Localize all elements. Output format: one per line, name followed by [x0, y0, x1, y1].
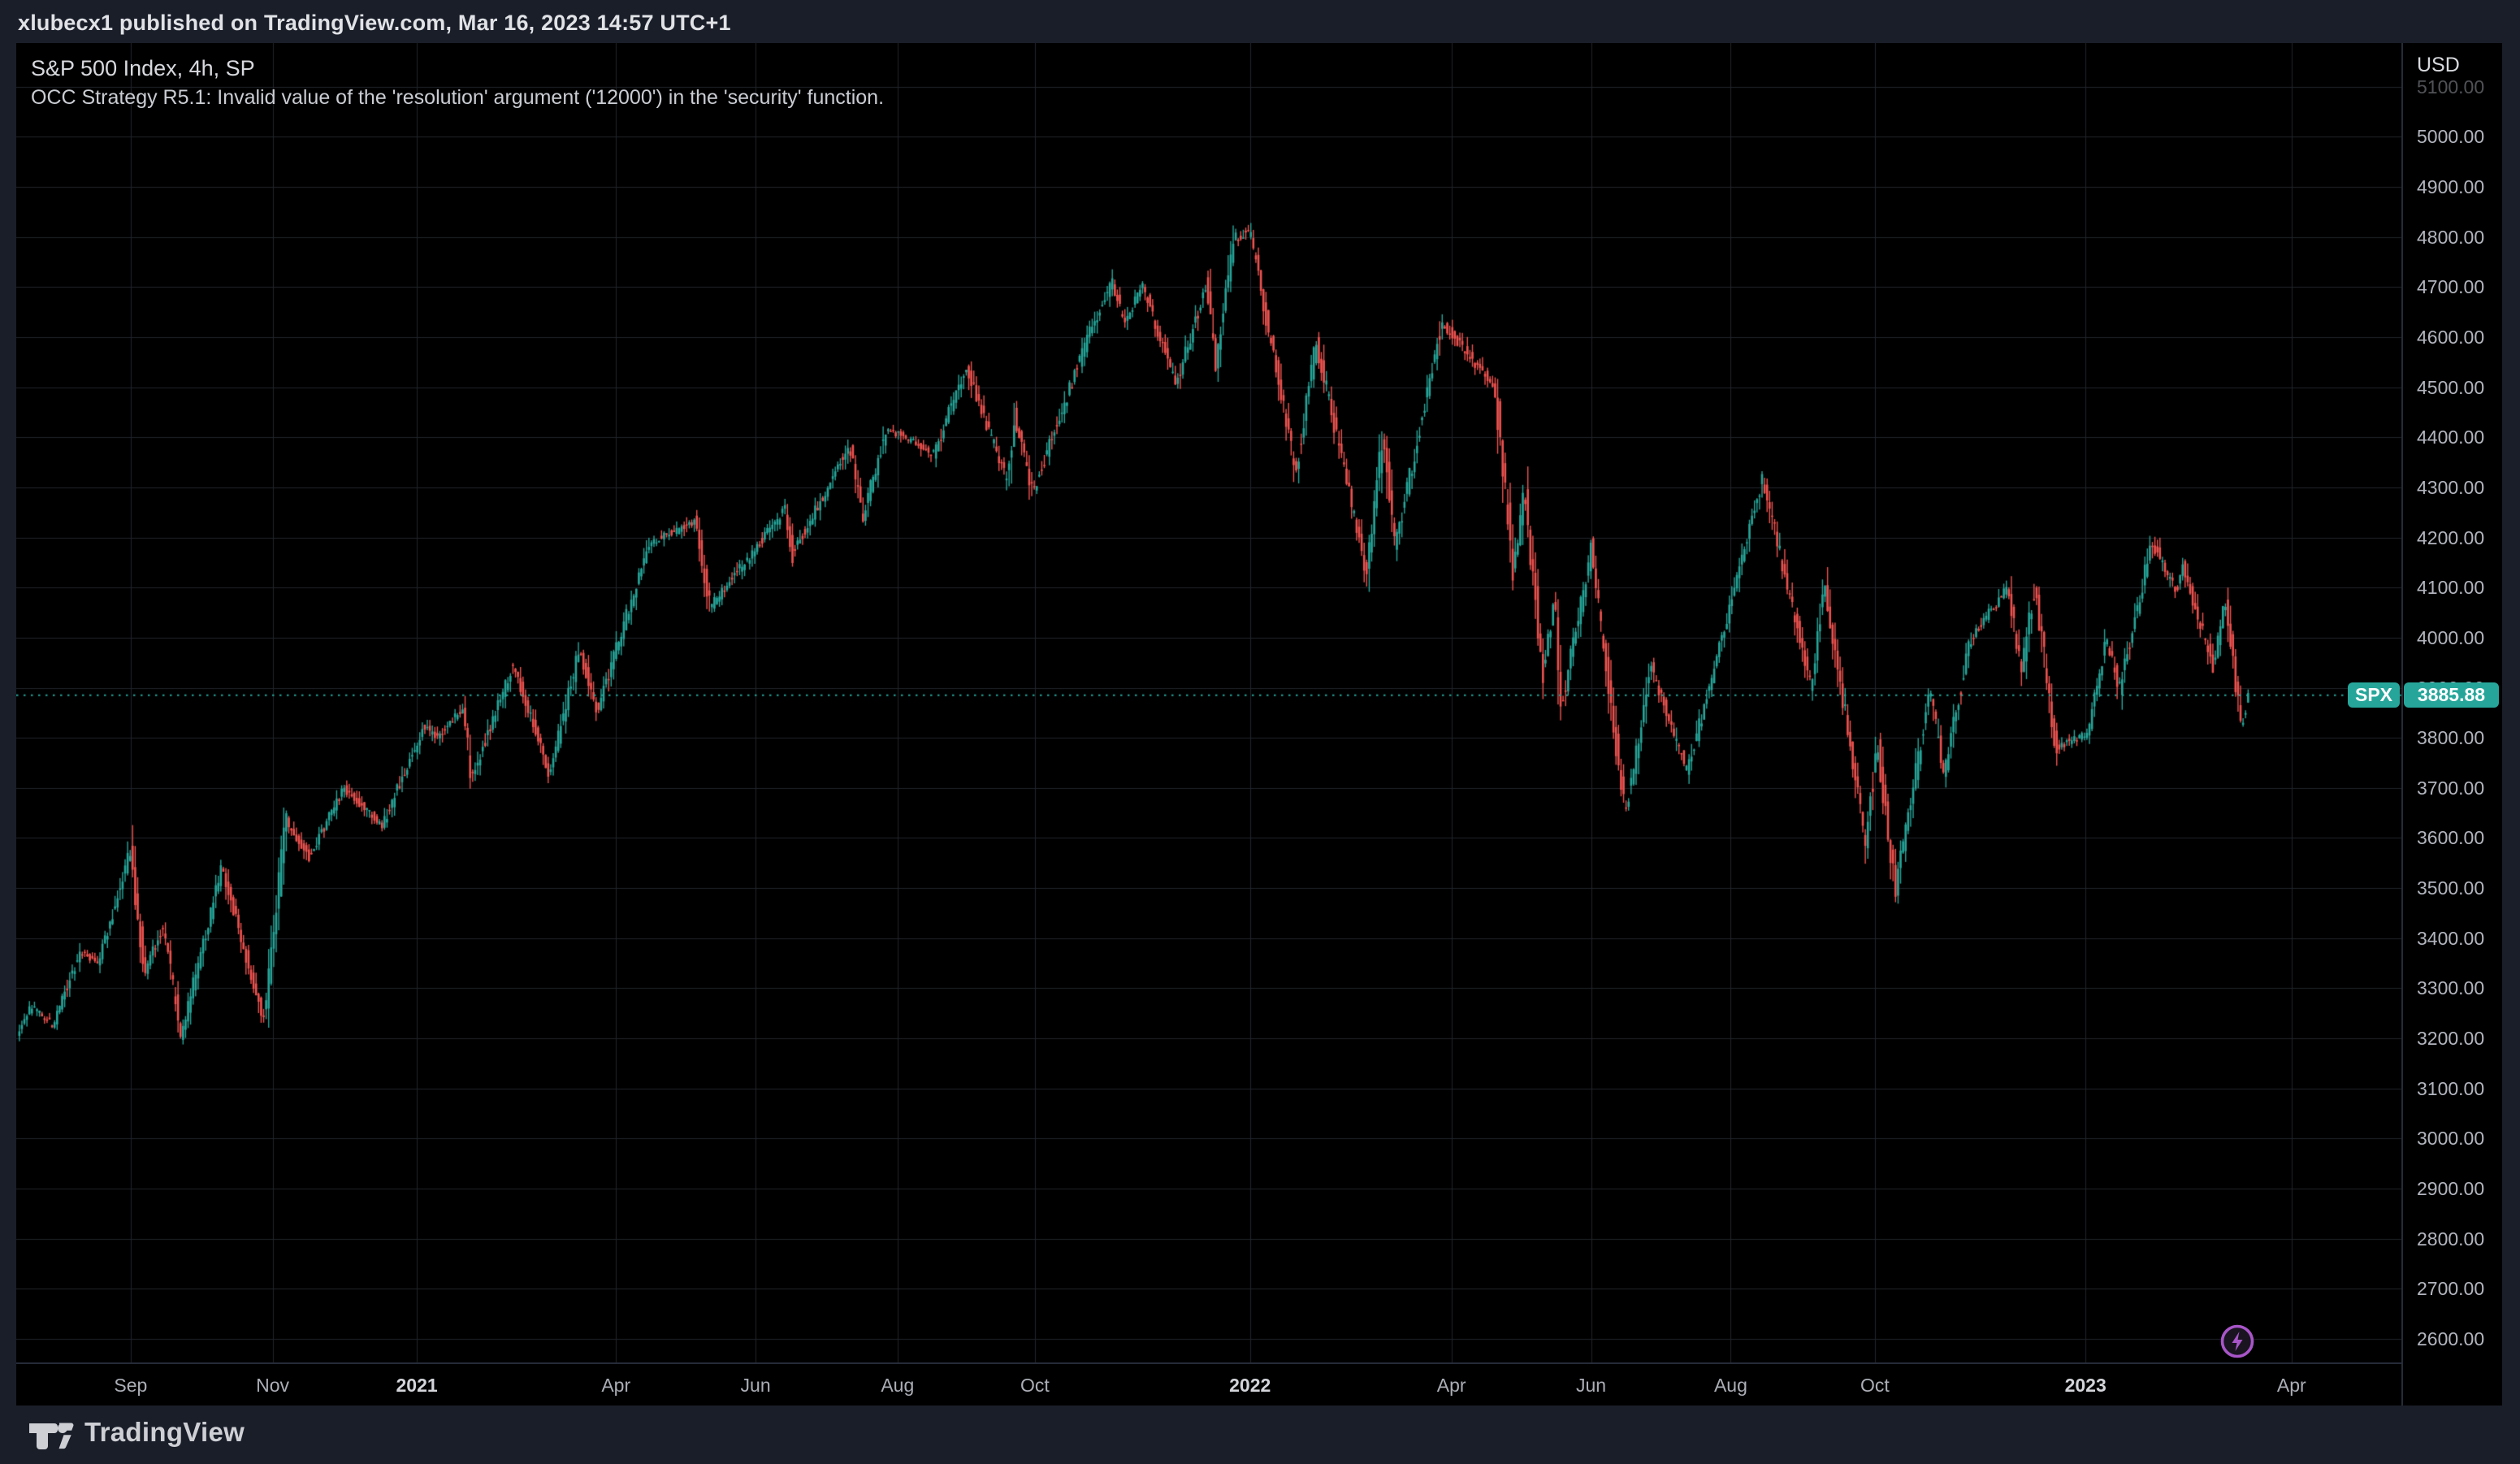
chart-title: S&P 500 Index, 4h, SP: [31, 56, 255, 80]
chart-legend: S&P 500 Index, 4h, SP OCC Strategy R5.1:…: [31, 54, 884, 111]
price-tick-label: 5000.00: [2417, 126, 2485, 148]
time-tick-month-label: Aug: [881, 1375, 915, 1396]
time-tick-month-label: Oct: [1020, 1375, 1050, 1396]
price-tick-label: 3400.00: [2417, 927, 2485, 949]
price-tick-label: 3200.00: [2417, 1028, 2485, 1050]
price-tick-label: 4800.00: [2417, 226, 2485, 248]
price-tick-label: 3600.00: [2417, 827, 2485, 849]
symbol-label-badge: SPX: [2348, 682, 2400, 708]
footer: TradingView: [0, 1406, 2520, 1464]
time-tick-month-label: Apr: [1436, 1375, 1466, 1396]
time-tick-month-label: Nov: [256, 1375, 290, 1396]
tradingview-logo-text[interactable]: TradingView: [84, 1417, 245, 1447]
price-tick-label: 4400.00: [2417, 427, 2485, 448]
time-tick-year-label: 2023: [2064, 1375, 2106, 1396]
axis-separator-vertical: [2401, 43, 2403, 1406]
price-tick-label: 3800.00: [2417, 727, 2485, 749]
price-tick-label: 4100.00: [2417, 577, 2485, 599]
snapshot-header: xlubecx1 published on TradingView.com, M…: [0, 0, 2520, 43]
price-tick-label: 2700.00: [2417, 1278, 2485, 1300]
price-tick-label: 3300.00: [2417, 977, 2485, 999]
time-tick-year-label: 2022: [1229, 1375, 1271, 1396]
candlestick-chart-canvas[interactable]: [16, 43, 2401, 1362]
price-tick-label: 2800.00: [2417, 1228, 2485, 1250]
chart-block: S&P 500 Index, 4h, SP OCC Strategy R5.1:…: [16, 43, 2502, 1406]
price-tick-label: 4500.00: [2417, 376, 2485, 398]
time-tick-month-label: Apr: [601, 1375, 631, 1396]
time-tick-month-label: Apr: [2276, 1375, 2306, 1396]
last-price-badge: 3885.88: [2404, 682, 2499, 708]
price-tick-label: 5100.00: [2417, 76, 2485, 97]
price-tick-label: 4600.00: [2417, 326, 2485, 348]
time-tick-month-label: Jun: [1576, 1375, 1607, 1396]
time-tick-month-label: Sep: [114, 1375, 148, 1396]
price-axis[interactable]: USD 5100.00 5000.00 4900.00 4800.00 4700.00 4…: [2403, 43, 2502, 1406]
price-tick-label: 3000.00: [2417, 1128, 2485, 1150]
axis-separator-horizontal: [16, 1362, 2502, 1364]
price-tick-label: 2600.00: [2417, 1328, 2485, 1350]
time-tick-month-label: Aug: [1713, 1375, 1747, 1396]
time-tick-month-label: Jun: [740, 1375, 771, 1396]
currency-label: USD: [2417, 54, 2460, 76]
price-tick-label: 3500.00: [2417, 877, 2485, 899]
lightning-icon[interactable]: [2219, 1323, 2255, 1359]
price-tick-label: 4900.00: [2417, 175, 2485, 197]
time-tick-month-label: Oct: [1860, 1375, 1890, 1396]
price-tick-label: 4200.00: [2417, 526, 2485, 548]
price-tick-label: 3100.00: [2417, 1077, 2485, 1099]
time-axis[interactable]: Sep Nov 2021 Apr Jun Aug Oct 2022 Apr Jun Aug Oct 20…: [16, 1364, 2401, 1406]
price-tick-label: 4300.00: [2417, 476, 2485, 498]
price-tick-label: 3700.00: [2417, 777, 2485, 799]
price-tick-label: 4700.00: [2417, 276, 2485, 298]
price-tick-label: 2900.00: [2417, 1178, 2485, 1200]
strategy-error-message: OCC Strategy R5.1: Invalid value of the …: [31, 86, 885, 109]
tradingview-logo-icon[interactable]: [29, 1419, 78, 1454]
price-pane[interactable]: S&P 500 Index, 4h, SP OCC Strategy R5.1:…: [16, 43, 2401, 1362]
time-tick-year-label: 2021: [396, 1375, 438, 1396]
snapshot-attribution: xlubecx1 published on TradingView.com, M…: [18, 11, 731, 35]
price-tick-label: 4000.00: [2417, 626, 2485, 648]
